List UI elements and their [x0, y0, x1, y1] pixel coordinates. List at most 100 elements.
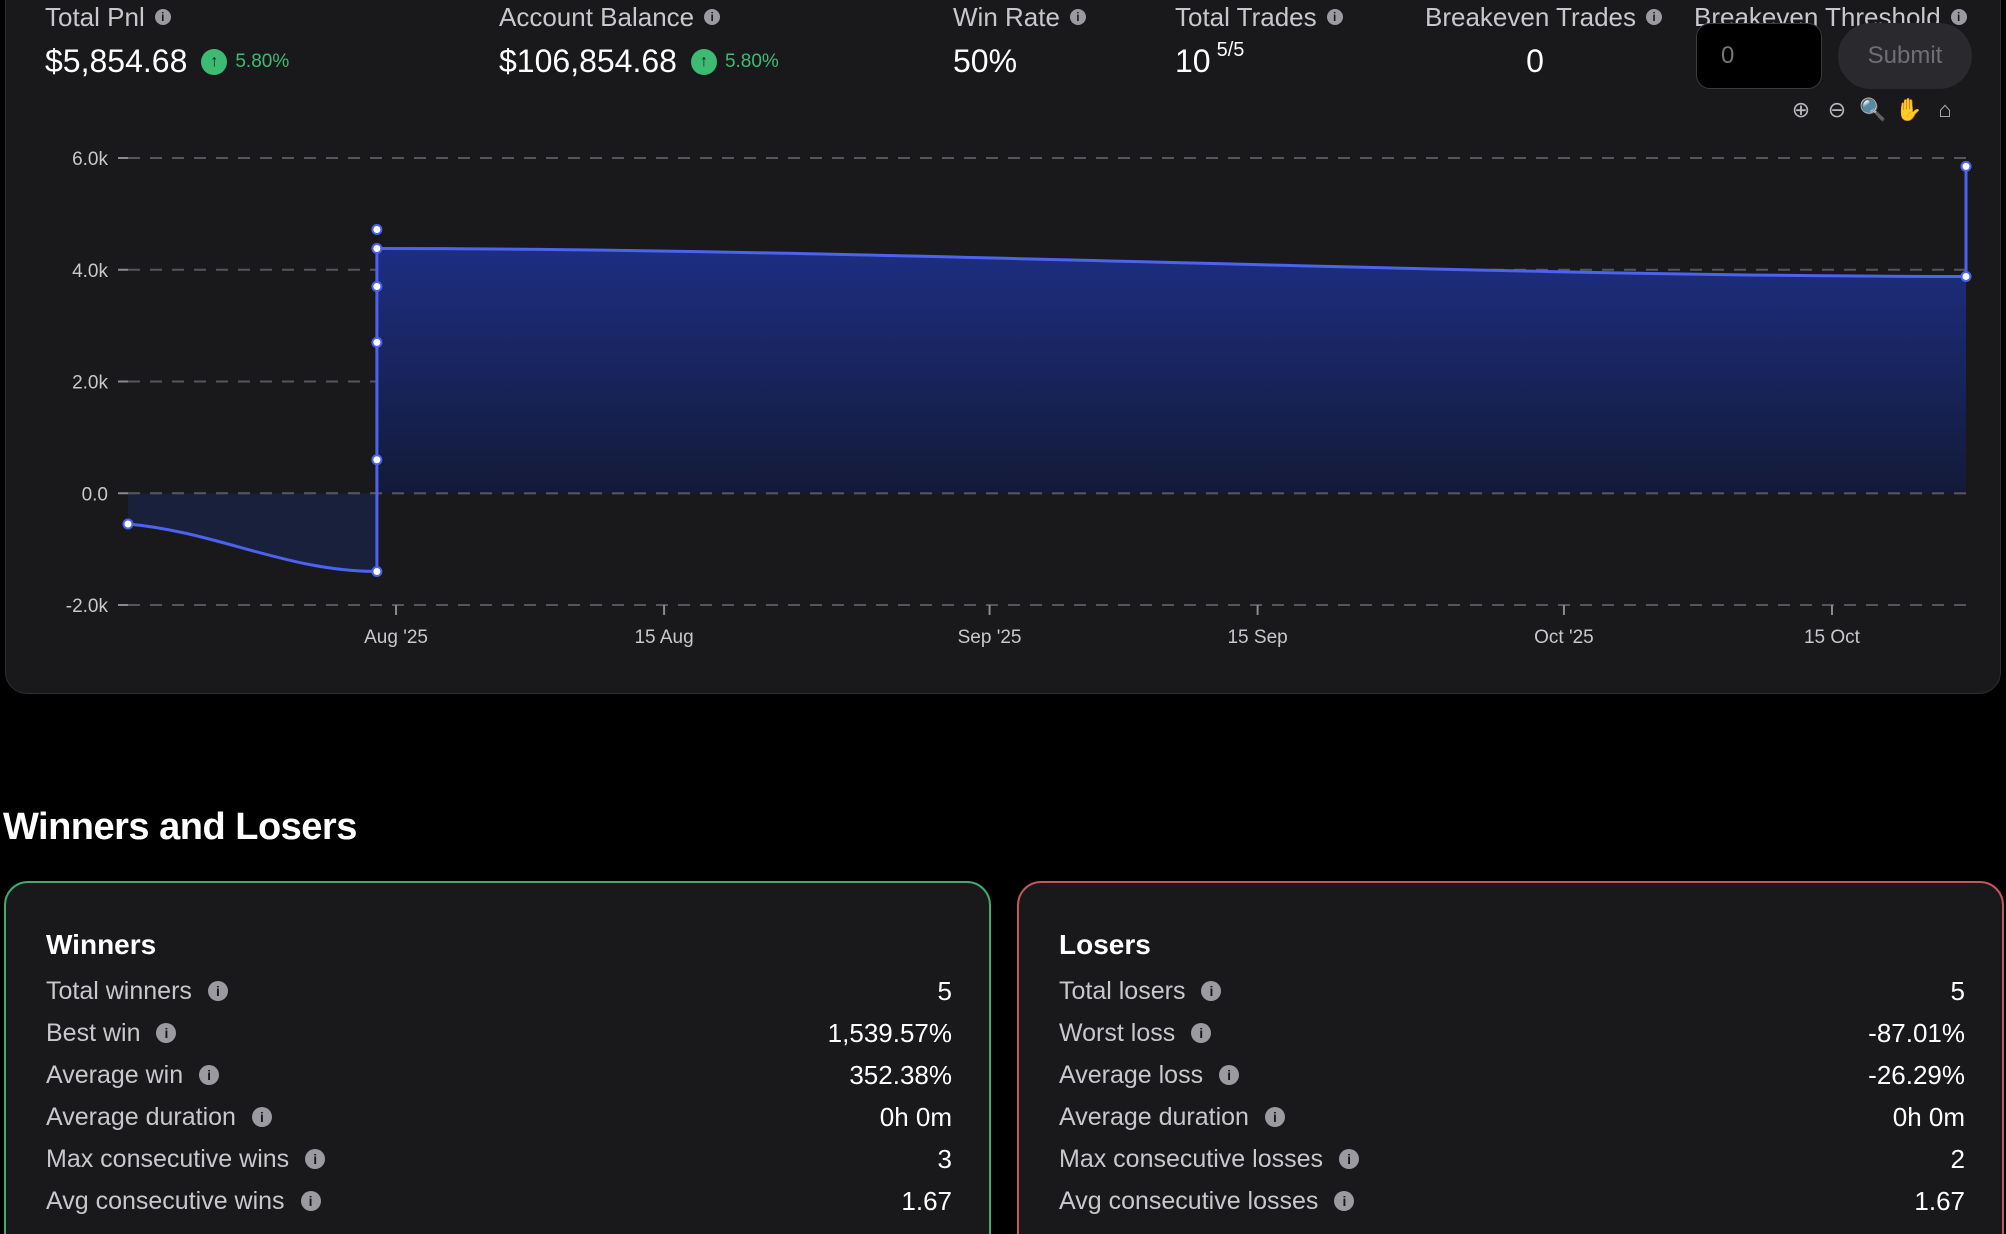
info-icon[interactable]: i	[154, 9, 171, 25]
row-value: 1.67	[1914, 1185, 1965, 1216]
row-value: 5	[937, 975, 952, 1006]
row-value: 2	[1950, 1143, 1965, 1174]
chart-toolbar: ⊕ ⊖ 🔍 ✋ ⌂	[1788, 97, 1958, 123]
x-tick-label: Sep '25	[958, 627, 1022, 648]
row-label: Average win	[46, 1060, 184, 1089]
zoom-select-icon[interactable]: 🔍	[1859, 97, 1887, 122]
stat-breakeven-trades: Breakeven Trades i 0	[1425, 1, 1663, 80]
row-value: 0h 0m	[879, 1101, 952, 1132]
row-label: Worst loss	[1059, 1018, 1176, 1047]
row-value: 0h 0m	[1892, 1101, 1965, 1132]
y-tick-label: 4.0k	[72, 261, 108, 282]
card-row: Avg consecutive wins i 1.67	[46, 1183, 952, 1219]
data-point[interactable]	[371, 336, 383, 348]
win-loss-split: 5/5	[1216, 39, 1245, 61]
breakeven-threshold-input[interactable]	[1696, 23, 1822, 89]
stat-label: Total Pnl	[45, 1, 145, 32]
row-label: Avg consecutive wins	[46, 1186, 285, 1215]
row-label: Average loss	[1059, 1060, 1204, 1089]
section-title: Winners and Losers	[3, 806, 357, 848]
info-icon[interactable]: i	[1219, 1065, 1240, 1085]
row-label: Average duration	[46, 1102, 236, 1131]
change-badge: ↑ 5.80%	[690, 48, 779, 75]
row-label: Total losers	[1059, 976, 1186, 1005]
pnl-area-chart[interactable]: 6.0k 4.0k 2.0k 0.0 -2.0k Aug '25 15 Aug Sep '25…	[6, 0, 2002, 695]
info-icon[interactable]: i	[251, 1107, 272, 1127]
y-tick-label: 0.0	[82, 484, 108, 505]
card-row: Max consecutive losses i 2	[1059, 1141, 1965, 1177]
data-point[interactable]	[122, 518, 134, 530]
data-point[interactable]	[371, 243, 383, 255]
change-value: 5.80%	[235, 50, 290, 72]
row-label: Max consecutive wins	[46, 1144, 290, 1173]
series-line	[127, 166, 1968, 573]
y-tick-label: 2.0k	[72, 373, 108, 394]
row-label: Average duration	[1059, 1102, 1249, 1131]
area-fill-negative	[128, 493, 377, 572]
change-badge: ↑ 5.80%	[201, 48, 290, 75]
data-point[interactable]	[371, 565, 383, 577]
x-tick-label: Aug '25	[364, 627, 428, 648]
row-value: 1.67	[901, 1185, 952, 1216]
x-tick-label: 15 Aug	[634, 627, 693, 648]
data-point[interactable]	[371, 281, 383, 293]
card-row: Average duration i 0h 0m	[1059, 1099, 1965, 1135]
info-icon[interactable]: i	[1326, 9, 1343, 25]
card-row: Average duration i 0h 0m	[46, 1099, 952, 1135]
data-point[interactable]	[371, 454, 383, 466]
info-icon[interactable]: i	[1264, 1107, 1285, 1127]
arrow-up-icon: ↑	[201, 48, 228, 75]
row-value: 3	[937, 1143, 952, 1174]
info-icon[interactable]: i	[1201, 981, 1222, 1001]
data-point[interactable]	[371, 224, 383, 236]
stat-total-pnl: Total Pnl i $5,854.68 ↑ 5.80%	[45, 1, 289, 80]
info-icon[interactable]: i	[1069, 9, 1086, 25]
info-icon[interactable]: i	[300, 1191, 321, 1211]
stat-total-trades: Total Trades i 10 5/5	[1175, 1, 1343, 80]
card-title: Losers	[1059, 929, 1151, 960]
info-icon[interactable]: i	[1334, 1191, 1355, 1211]
winners-card: Winners Total winners i 5 Best win i 1,539…	[4, 881, 991, 1234]
stat-account-balance: Account Balance i $106,854.68 ↑ 5.80%	[499, 1, 779, 80]
zoom-in-icon[interactable]: ⊕	[1791, 97, 1811, 122]
x-tick-label: 15 Sep	[1227, 627, 1287, 648]
card-title: Winners	[46, 929, 157, 960]
change-value: 5.80%	[724, 50, 779, 72]
area-fill-positive	[376, 248, 1966, 494]
info-icon[interactable]: i	[199, 1065, 220, 1085]
info-icon[interactable]: i	[156, 1023, 177, 1043]
y-tick-label: -2.0k	[66, 596, 109, 617]
card-row: Max consecutive wins i 3	[46, 1141, 952, 1177]
info-icon[interactable]: i	[1646, 9, 1663, 25]
zoom-out-icon[interactable]: ⊖	[1827, 97, 1847, 122]
submit-button[interactable]: Submit	[1838, 23, 1972, 89]
row-value: -26.29%	[1868, 1059, 1965, 1090]
info-icon[interactable]: i	[1339, 1149, 1360, 1169]
info-icon[interactable]: i	[1191, 1023, 1212, 1043]
pan-icon[interactable]: ✋	[1895, 97, 1923, 122]
info-icon[interactable]: i	[704, 9, 721, 25]
row-value: 5	[1950, 975, 1965, 1006]
card-row: Best win i 1,539.57%	[46, 1015, 952, 1051]
card-row: Average win i 352.38%	[46, 1057, 952, 1093]
card-row: Total winners i 5	[46, 973, 952, 1009]
row-label: Max consecutive losses	[1059, 1144, 1324, 1173]
data-point[interactable]	[1960, 160, 1972, 172]
x-tick-label: 15 Oct	[1804, 627, 1861, 648]
card-row: Total losers i 5	[1059, 973, 1965, 1009]
reset-home-icon[interactable]: ⌂	[1938, 97, 1952, 122]
losers-card: Losers Total losers i 5 Worst loss i -87.0…	[1017, 881, 2004, 1234]
info-icon[interactable]: i	[1950, 9, 1967, 25]
stats-panel: Total Pnl i $5,854.68 ↑ 5.80% Account Ba…	[5, 0, 2001, 694]
info-icon[interactable]: i	[207, 981, 228, 1001]
row-value: 1,539.57%	[827, 1017, 952, 1048]
row-label: Avg consecutive losses	[1059, 1186, 1319, 1215]
card-row: Avg consecutive losses i 1.67	[1059, 1183, 1965, 1219]
info-icon[interactable]: i	[305, 1149, 326, 1169]
stat-label: Account Balance	[499, 1, 695, 32]
data-point[interactable]	[1960, 270, 1972, 282]
card-row: Average loss i -26.29%	[1059, 1057, 1965, 1093]
account-balance-value: $106,854.68	[499, 43, 677, 79]
row-label: Best win	[46, 1018, 141, 1047]
